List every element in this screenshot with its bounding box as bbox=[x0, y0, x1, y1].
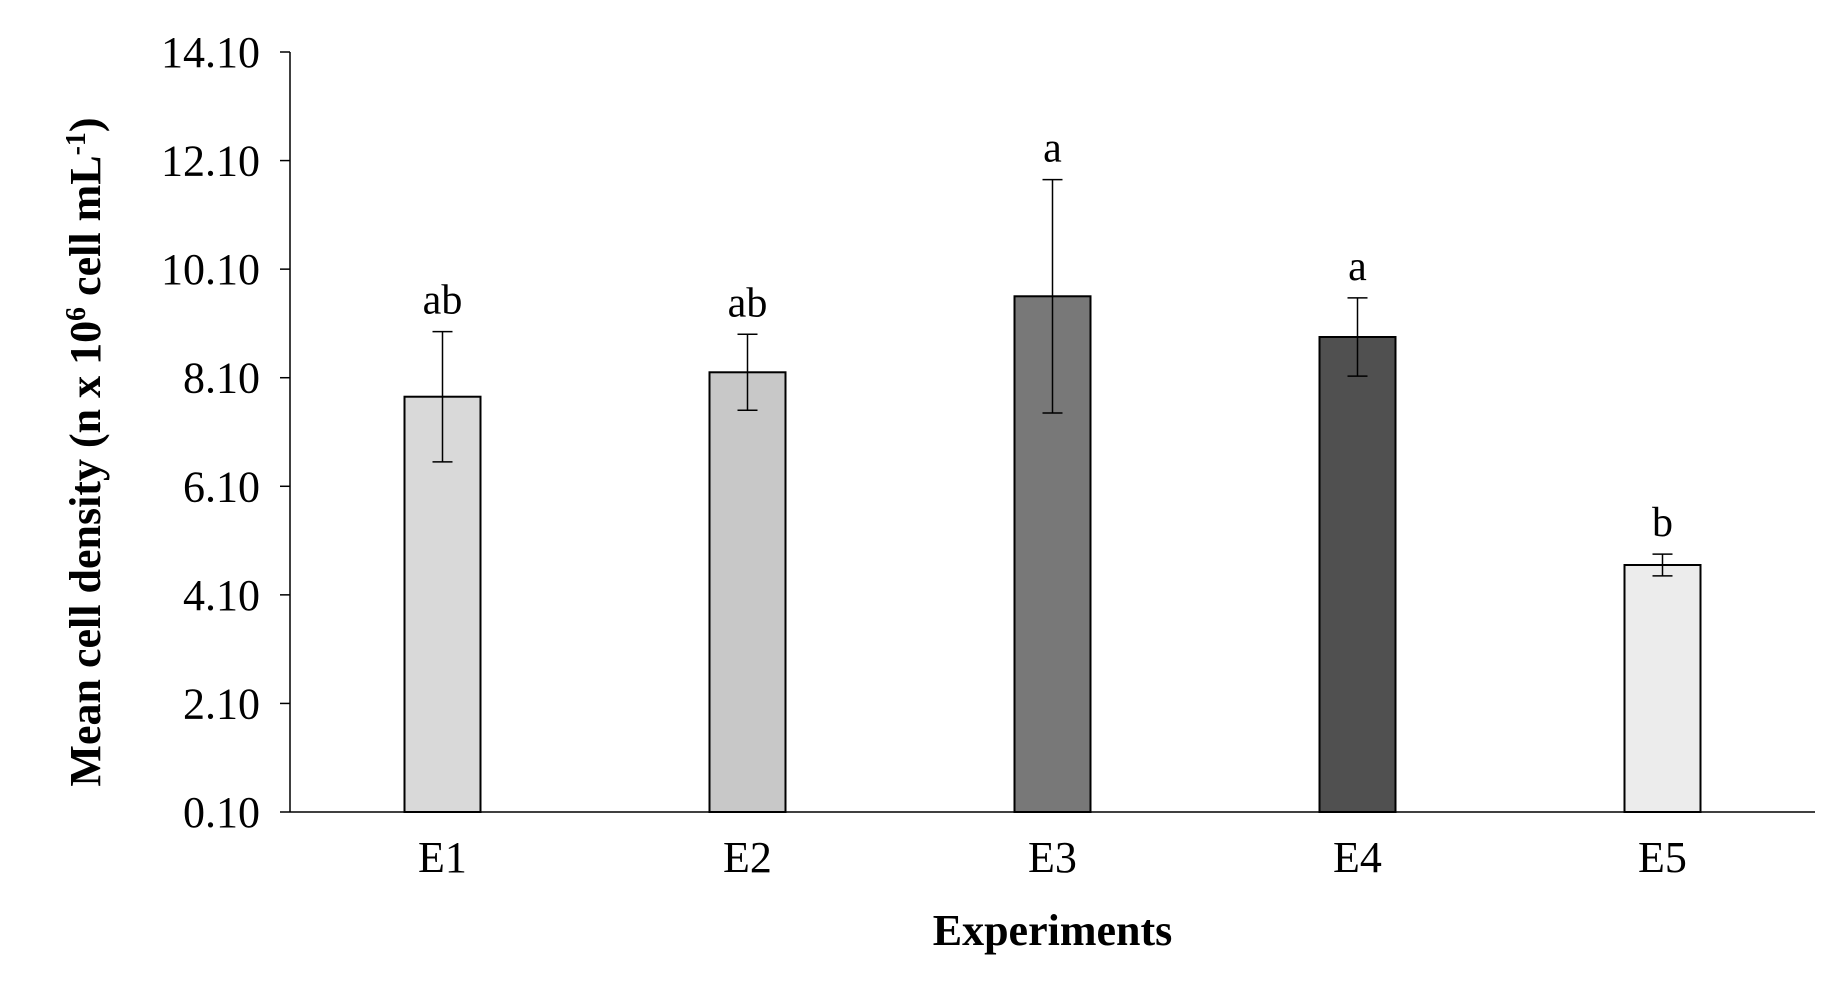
x-tick-label: E1 bbox=[418, 833, 467, 882]
significance-label: ab bbox=[728, 280, 768, 326]
y-tick-label: 10.10 bbox=[161, 245, 260, 294]
bar-e2 bbox=[708, 371, 787, 813]
y-tick-label: 2.10 bbox=[183, 679, 260, 728]
y-axis-title-middle: cell mL bbox=[61, 155, 110, 307]
bars bbox=[403, 295, 1702, 813]
y-tick-label: 4.10 bbox=[183, 571, 260, 620]
y-axis-title: Mean cell density (n x 106 cell mL-1) bbox=[61, 117, 111, 786]
error-bars bbox=[432, 178, 1673, 577]
y-tick-label: 8.10 bbox=[183, 354, 260, 403]
bar-e3 bbox=[1013, 295, 1092, 813]
significance-label: a bbox=[1043, 126, 1062, 172]
y-tick-labels: 0.10 2.10 4.10 6.10 8.10 10.10 12.10 14.10 bbox=[161, 28, 260, 837]
y-axis-title-prefix: Mean cell density (n x 10 bbox=[61, 321, 110, 787]
y-tick-label: 12.10 bbox=[161, 137, 260, 186]
y-axis-title-suffix: ) bbox=[61, 117, 110, 132]
x-tick-labels: E1 E2 E3 E4 E5 bbox=[418, 833, 1687, 882]
y-tick-label: 14.10 bbox=[161, 28, 260, 77]
bar-e5 bbox=[1623, 564, 1702, 813]
significance-label: b bbox=[1652, 500, 1673, 546]
x-axis-title: Experiments bbox=[933, 906, 1173, 955]
y-tick-label: 0.10 bbox=[183, 788, 260, 837]
x-tick-label: E2 bbox=[723, 833, 772, 882]
y-tick-label: 6.10 bbox=[183, 462, 260, 511]
x-tick-label: E5 bbox=[1638, 833, 1687, 882]
significance-label: ab bbox=[423, 278, 463, 324]
x-tick-label: E4 bbox=[1333, 833, 1382, 882]
significance-label: a bbox=[1348, 244, 1367, 290]
x-tick-label: E3 bbox=[1028, 833, 1077, 882]
y-axis-title-sup1: 6 bbox=[61, 307, 92, 321]
y-axis-title-sup2: -1 bbox=[61, 132, 92, 155]
bar-e4 bbox=[1318, 336, 1397, 813]
